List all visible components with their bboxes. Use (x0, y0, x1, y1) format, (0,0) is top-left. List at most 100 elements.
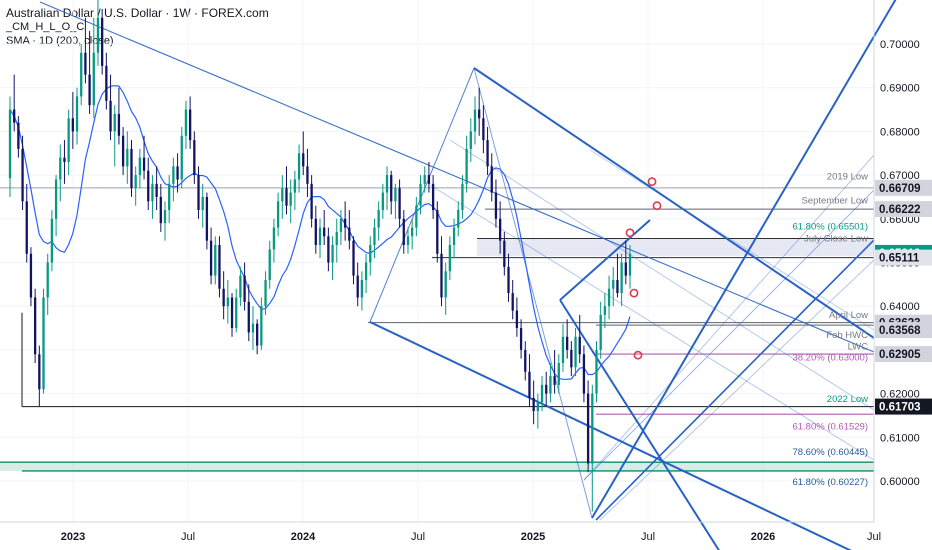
candle-body (536, 402, 539, 412)
candle-body (511, 293, 514, 311)
time-tick-label: Jul (411, 531, 425, 543)
candle-body (327, 236, 330, 263)
july-close-zone (477, 238, 874, 256)
price-label-text: 0.66709 (879, 183, 921, 195)
candle-body (461, 183, 464, 211)
price-label-text: 0.63568 (879, 325, 921, 337)
candle-body (306, 166, 309, 184)
candle-body (440, 253, 443, 298)
channel-top-edge (559, 219, 651, 301)
candle-body (142, 157, 146, 171)
red-circle-marker (633, 350, 643, 360)
annotation-label: September Low (801, 195, 868, 206)
candle-body (113, 113, 116, 132)
candle-body (205, 196, 209, 241)
annotation-label: 2022 Low (827, 394, 868, 405)
price-label-text: 0.61703 (879, 402, 921, 414)
candle-body (343, 218, 347, 228)
price-tick-label: 0.69000 (880, 83, 920, 95)
gridlines (0, 0, 875, 522)
candle-body (29, 253, 33, 298)
symbol-title[interactable]: Australian Dollar / U.S. Dollar · 1W · F… (6, 6, 269, 20)
candle-body (218, 245, 221, 289)
candle-body (339, 218, 343, 232)
candle-body (310, 183, 313, 219)
price-label-box (875, 346, 932, 363)
price-label-text: 0.66222 (879, 204, 921, 216)
candle-body (507, 266, 510, 294)
time-tick-label: Jul (641, 531, 655, 543)
sma-200-line (9, 85, 631, 380)
candle-body (193, 140, 196, 176)
candle-body (25, 201, 28, 254)
candle-body (528, 371, 531, 398)
candle-body (331, 245, 334, 263)
ascending-channel-upper (591, 0, 897, 519)
candle-body (214, 245, 217, 276)
candle-body (67, 118, 70, 162)
annotation-label: 78.60% (0.60445) (792, 447, 868, 458)
candle-body (33, 297, 37, 355)
candle-body (63, 157, 66, 162)
candle-body (624, 262, 627, 276)
candle-body (431, 183, 435, 211)
candle-body (478, 109, 481, 119)
descending-trendline (39, 1, 875, 353)
red-circle-markers (625, 177, 662, 360)
candle-body (272, 227, 276, 250)
fork-inner-3 (599, 259, 875, 521)
candle-body (268, 249, 271, 280)
candle-body (42, 297, 45, 390)
annotation-label: 38.20% (0.63000) (792, 352, 868, 363)
candle-body (184, 109, 188, 136)
price-label-box (875, 249, 932, 266)
annotation-label: Feb HWC (826, 330, 868, 341)
fork-inner-1 (429, 184, 875, 461)
candle-body (402, 218, 405, 246)
indicator-hloc[interactable]: _CM_H_L_O_C (6, 21, 85, 33)
annotation-label: 2019 Low (827, 171, 868, 182)
price-axis: 0.700000.690000.680000.670000.660000.650… (873, 0, 932, 522)
candle-body (566, 336, 569, 350)
level-annotations: 2019 Low September Low 61.80% (0.65501)Jul… (792, 171, 868, 487)
candle-body (532, 397, 535, 412)
candle-body (406, 236, 410, 246)
candle-body (54, 179, 58, 219)
candle-body (71, 118, 74, 132)
candle-body (293, 179, 297, 193)
candle-body (285, 188, 288, 206)
candle-body (188, 109, 192, 141)
candles (8, 0, 632, 512)
red-circle-marker (625, 228, 635, 238)
time-tick-label: 2025 (521, 531, 545, 543)
sma-200-path (9, 85, 631, 380)
time-axis: 2023 Jul 2024 Jul 2025 Jul 2026 Jul (0, 521, 881, 543)
candle-body (17, 122, 20, 149)
candle-body (130, 148, 133, 189)
fork-handle-left (369, 67, 475, 323)
candle-body (121, 135, 125, 167)
candle-body (561, 336, 565, 364)
fork-lower-tine (369, 321, 852, 550)
annotation-label: 61.80% (0.65501) (792, 222, 868, 233)
price-label-text: 0.65111 (879, 253, 920, 265)
channel-left-edge (559, 299, 720, 550)
candle-body (582, 354, 586, 394)
candle-body (595, 349, 598, 394)
candle-body (109, 100, 112, 132)
candle-body (599, 314, 602, 350)
candle-body (394, 188, 397, 202)
candle-body (75, 96, 79, 132)
candle-body (281, 188, 284, 202)
candle-body (46, 262, 49, 298)
candle-body (553, 376, 556, 385)
candle-body (134, 175, 137, 189)
candle-body (88, 74, 91, 106)
candle-body (302, 153, 305, 167)
candle-body (147, 170, 150, 202)
candle-body (297, 153, 301, 180)
candle-body (356, 275, 359, 298)
candle-body (323, 227, 326, 237)
candle-body (503, 240, 506, 267)
